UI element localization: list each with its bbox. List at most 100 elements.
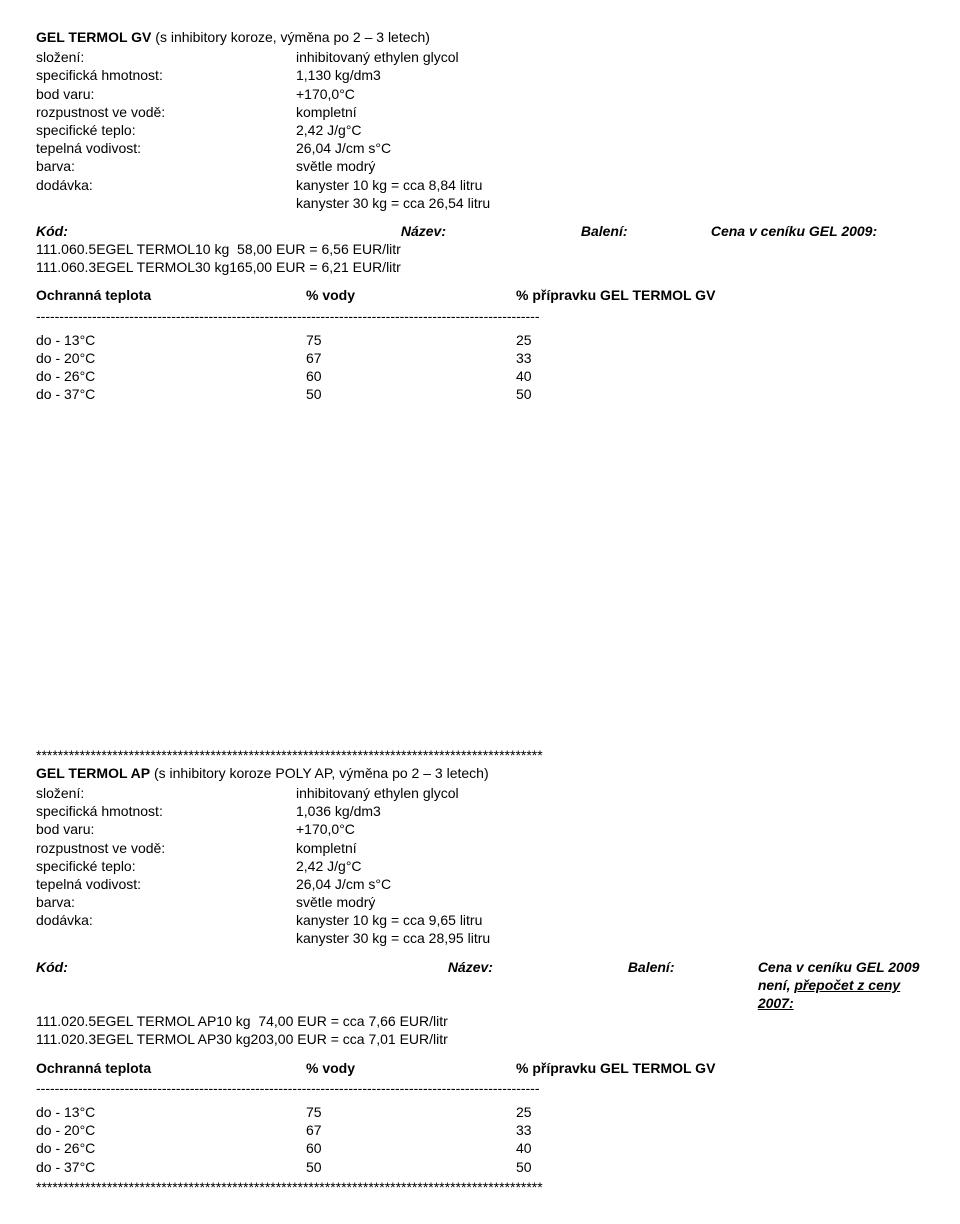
property-label: specifická hmotnost:: [36, 802, 296, 820]
property-row: specifická hmotnost:1,130 kg/dm3: [36, 66, 490, 84]
property-row: bod varu:+170,0°C: [36, 85, 490, 103]
pct-cell: 40: [516, 1139, 532, 1157]
price-header-nazev: Název:: [401, 222, 581, 240]
property-value: 1,036 kg/dm3: [296, 802, 490, 820]
property-row: specifické teplo:2,42 J/g°C: [36, 857, 490, 875]
pct-cell: 40: [516, 367, 532, 385]
pct-cell: 60: [306, 1139, 516, 1157]
property-value: 2,42 J/g°C: [296, 121, 490, 139]
price-cell: 58,00 EUR = 6,56 EUR/litr: [229, 240, 401, 258]
pct-cell: 50: [516, 385, 532, 403]
price-row: 111.060.5EGEL TERMOL10 kg 58,00 EUR = 6,…: [36, 240, 401, 258]
dash-separator: ----------------------------------------…: [36, 307, 924, 325]
pct-header-vody: % vody: [306, 286, 516, 304]
pct-row: do - 26°C6040: [36, 367, 532, 385]
property-label: složení:: [36, 784, 296, 802]
pct-cell: do - 26°C: [36, 1139, 306, 1157]
price-cell: 111.020.3E: [36, 1030, 106, 1048]
property-row: kanyster 30 kg = cca 28,95 litru: [36, 929, 490, 947]
section2-pct-header: Ochranná teplota % vody % přípravku GEL …: [36, 1059, 715, 1077]
price-header-row: Kód: Název: Balení: Cena v ceníku GEL 20…: [36, 958, 924, 1013]
pct-cell: 75: [306, 1103, 516, 1121]
property-value: +170,0°C: [296, 85, 490, 103]
price-row: 111.020.3EGEL TERMOL AP30 kg203,00 EUR =…: [36, 1030, 448, 1048]
property-label: tepelná vodivost:: [36, 139, 296, 157]
property-value: kompletní: [296, 839, 490, 857]
price-cell: GEL TERMOL: [106, 240, 195, 258]
property-label: dodávka:: [36, 911, 296, 929]
property-value: kanyster 30 kg = cca 26,54 litru: [296, 194, 490, 212]
price-cell: 74,00 EUR = cca 7,66 EUR/litr: [251, 1012, 448, 1030]
property-value: inhibitovaný ethylen glycol: [296, 48, 490, 66]
pct-header-vody: % vody: [306, 1059, 516, 1077]
property-row: složení:inhibitovaný ethylen glycol: [36, 48, 490, 66]
section2-price-table: Kód: Název: Balení: Cena v ceníku GEL 20…: [36, 958, 924, 1049]
pct-cell: 75: [306, 331, 516, 349]
section1-pct-header: Ochranná teplota % vody % přípravku GEL …: [36, 286, 715, 304]
property-value: 26,04 J/cm s°C: [296, 139, 490, 157]
price-cell: 111.060.3E: [36, 258, 106, 276]
price-header-baleni: Balení:: [628, 958, 758, 1013]
property-value: 1,130 kg/dm3: [296, 66, 490, 84]
property-label: rozpustnost ve vodě:: [36, 103, 296, 121]
property-row: rozpustnost ve vodě:kompletní: [36, 103, 490, 121]
property-label: bod varu:: [36, 820, 296, 838]
property-row: složení:inhibitovaný ethylen glycol: [36, 784, 490, 802]
pct-cell: 67: [306, 349, 516, 367]
section2-pct-rows: do - 13°C7525do - 20°C6733do - 26°C6040d…: [36, 1103, 532, 1176]
property-label: specifické teplo:: [36, 121, 296, 139]
property-value: inhibitovaný ethylen glycol: [296, 784, 490, 802]
price-row: 111.060.3EGEL TERMOL30 kg165,00 EUR = 6,…: [36, 258, 401, 276]
property-value: 2,42 J/g°C: [296, 857, 490, 875]
property-value: kanyster 10 kg = cca 8,84 litru: [296, 176, 490, 194]
price-header-row: Kód: Název: Balení: Cena v ceníku GEL 20…: [36, 222, 877, 240]
property-row: kanyster 30 kg = cca 26,54 litru: [36, 194, 490, 212]
pct-cell: do - 37°C: [36, 385, 306, 403]
pct-cell: do - 20°C: [36, 349, 306, 367]
property-row: specifická hmotnost:1,036 kg/dm3: [36, 802, 490, 820]
property-row: bod varu:+170,0°C: [36, 820, 490, 838]
section2-title: GEL TERMOL AP (s inhibitory koroze POLY …: [36, 764, 924, 782]
pct-row: do - 26°C6040: [36, 1139, 532, 1157]
pct-row: do - 20°C6733: [36, 349, 532, 367]
pct-header-teplota: Ochranná teplota: [36, 286, 306, 304]
price-cell: GEL TERMOL AP: [106, 1030, 217, 1048]
price-cell: 203,00 EUR = cca 7,01 EUR/litr: [251, 1030, 448, 1048]
price-header-baleni: Balení:: [581, 222, 711, 240]
property-row: tepelná vodivost:26,04 J/cm s°C: [36, 139, 490, 157]
price-cell: GEL TERMOL AP: [106, 1012, 217, 1030]
property-row: tepelná vodivost:26,04 J/cm s°C: [36, 875, 490, 893]
section2-properties: složení:inhibitovaný ethylen glycolspeci…: [36, 784, 490, 948]
dash-separator: ----------------------------------------…: [36, 1079, 924, 1097]
property-value: kompletní: [296, 103, 490, 121]
pct-cell: 33: [516, 1121, 532, 1139]
property-value: 26,04 J/cm s°C: [296, 875, 490, 893]
pct-cell: do - 13°C: [36, 331, 306, 349]
property-label: [36, 194, 296, 212]
property-row: barva:světle modrý: [36, 157, 490, 175]
pct-header-teplota: Ochranná teplota: [36, 1059, 306, 1077]
section2-title-bold: GEL TERMOL AP: [36, 765, 150, 781]
price-header-kod: Kód:: [36, 958, 448, 1013]
pct-header-pripravku: % přípravku GEL TERMOL GV: [516, 286, 715, 304]
property-label: tepelná vodivost:: [36, 875, 296, 893]
section1-properties: složení:inhibitovaný ethylen glycolspeci…: [36, 48, 490, 212]
property-label: dodávka:: [36, 176, 296, 194]
pct-cell: 50: [306, 1158, 516, 1176]
property-row: barva:světle modrý: [36, 893, 490, 911]
property-row: specifické teplo:2,42 J/g°C: [36, 121, 490, 139]
pct-cell: do - 13°C: [36, 1103, 306, 1121]
property-label: [36, 929, 296, 947]
pct-cell: do - 37°C: [36, 1158, 306, 1176]
pct-cell: do - 26°C: [36, 367, 306, 385]
section2-title-rest: (s inhibitory koroze POLY AP, výměna po …: [150, 765, 489, 781]
property-label: specifické teplo:: [36, 857, 296, 875]
section1-title-bold: GEL TERMOL GV: [36, 29, 151, 45]
pct-cell: 25: [516, 1103, 532, 1121]
section1-title-rest: (s inhibitory koroze, výměna po 2 – 3 le…: [151, 29, 430, 45]
property-row: dodávka:kanyster 10 kg = cca 8,84 litru: [36, 176, 490, 194]
price-cell: 30 kg: [216, 1030, 250, 1048]
pct-cell: 50: [516, 1158, 532, 1176]
price-cell: 10 kg: [195, 240, 229, 258]
pct-cell: 67: [306, 1121, 516, 1139]
